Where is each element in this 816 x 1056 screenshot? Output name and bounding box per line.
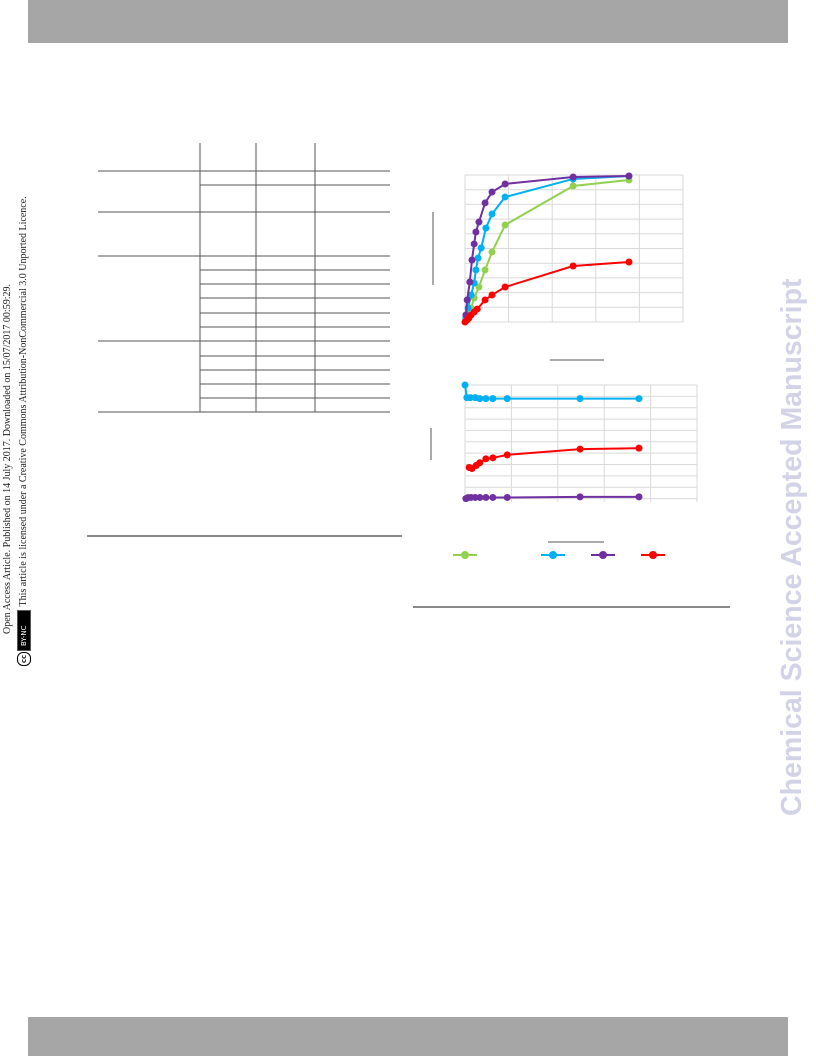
data-point (489, 395, 497, 403)
data-point (475, 283, 483, 291)
data-point (481, 296, 489, 304)
data-point (488, 210, 496, 218)
data-point (482, 455, 490, 463)
data-point (476, 493, 484, 501)
data-point (625, 172, 633, 180)
data-point (488, 188, 496, 196)
data-point (625, 258, 633, 266)
data-point (482, 493, 490, 501)
data-point (481, 199, 489, 207)
data-point (473, 305, 481, 313)
data-point (488, 291, 496, 299)
series-line (464, 261, 630, 323)
data-point (569, 173, 577, 181)
data-point (470, 240, 478, 248)
data-point (477, 244, 485, 252)
data-point (461, 381, 469, 389)
data-point (472, 228, 480, 236)
data-point (466, 394, 474, 402)
data-point (503, 395, 511, 403)
data-point (489, 493, 497, 501)
data-point (503, 451, 511, 459)
data-point (468, 256, 476, 264)
data-point (476, 395, 484, 403)
data-point (635, 493, 643, 501)
data-point (474, 254, 482, 262)
data-point (463, 296, 471, 304)
data-point (467, 291, 475, 299)
data-point (569, 262, 577, 270)
data-point (576, 395, 584, 403)
footer-bar (28, 1017, 788, 1056)
data-point (503, 493, 511, 501)
data-point (501, 180, 509, 188)
data-point (482, 224, 490, 232)
data-point (476, 459, 484, 467)
data-point (482, 395, 490, 403)
legend-keys (453, 551, 665, 559)
table-rules (87, 143, 730, 608)
data-point (501, 283, 509, 291)
data-point (472, 266, 480, 274)
data-point (569, 182, 577, 190)
data-point (466, 278, 474, 286)
data-point (576, 445, 584, 453)
data-point (475, 218, 483, 226)
header-bar (28, 0, 788, 43)
data-point (576, 493, 584, 501)
data-point (501, 193, 509, 201)
data-point (489, 454, 497, 462)
data-point (481, 266, 489, 274)
data-point (488, 248, 496, 256)
data-point (635, 395, 643, 403)
data-point (501, 221, 509, 229)
data-point (635, 444, 643, 452)
